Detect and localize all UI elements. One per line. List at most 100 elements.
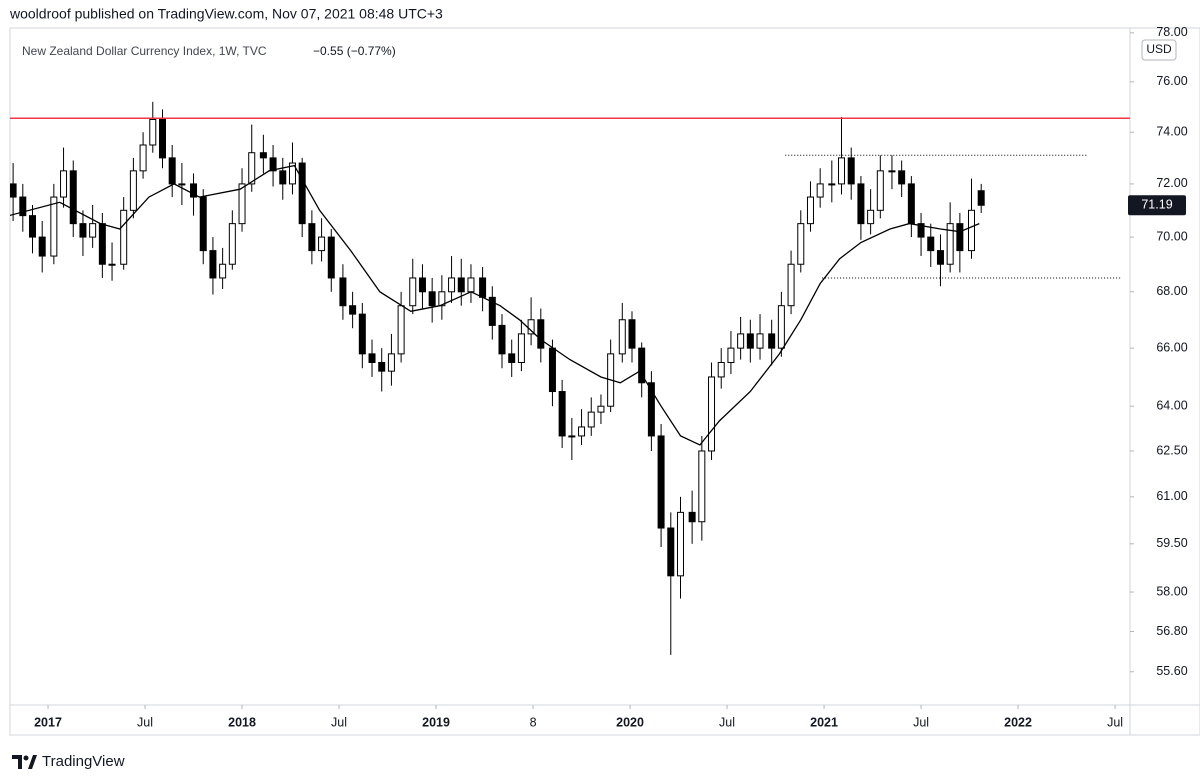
candle-body — [219, 263, 227, 279]
candle-body — [279, 170, 287, 185]
x-tick-label: 2022 — [1004, 715, 1032, 729]
x-tick-label: Jul — [719, 715, 735, 729]
x-tick-label: 2021 — [810, 715, 838, 729]
candle-body — [578, 426, 586, 437]
candle-body — [298, 162, 306, 225]
candle-body — [358, 313, 366, 355]
y-tick-label: 70.00 — [1156, 229, 1187, 243]
y-tick-label: 56.80 — [1156, 624, 1187, 638]
candle-body — [488, 296, 496, 326]
currency-badge[interactable] — [1141, 39, 1177, 61]
candle-body — [428, 291, 436, 307]
candle-body — [69, 170, 77, 225]
candle-body — [158, 118, 166, 159]
candle-body — [927, 236, 935, 252]
candle-body — [676, 511, 684, 577]
candle-body — [89, 223, 97, 238]
candle-body — [628, 319, 636, 349]
candle-body — [190, 183, 198, 198]
candle-body — [308, 223, 316, 252]
candle-body — [558, 391, 566, 437]
candle-body — [467, 277, 475, 293]
x-tick-label: 2017 — [34, 715, 62, 729]
candle-body — [647, 382, 655, 437]
candle-body — [199, 196, 207, 252]
candle-body — [108, 263, 116, 266]
candle-body — [587, 411, 595, 428]
x-tick-label: Jul — [913, 715, 929, 729]
candle-body — [717, 361, 725, 378]
candle-body — [139, 144, 147, 172]
candle-body — [768, 333, 776, 349]
candle-body — [888, 170, 896, 173]
candle-body — [178, 183, 186, 186]
candle-body — [838, 157, 846, 185]
candle-body — [828, 183, 836, 186]
candle-body — [269, 157, 277, 172]
candle-body — [917, 223, 925, 238]
x-tick-label: 2020 — [616, 715, 644, 729]
candle-body — [120, 209, 128, 265]
last-price-box — [1128, 195, 1186, 216]
candle-body — [288, 162, 296, 185]
last-price-label: 71.19 — [1141, 198, 1172, 212]
candle-body — [816, 183, 824, 198]
candle-body — [19, 196, 27, 217]
currency-label[interactable]: USD — [1146, 42, 1172, 56]
candle-body — [956, 223, 964, 252]
candle-body — [876, 170, 884, 211]
candle-body — [339, 277, 347, 307]
candle-body — [397, 305, 405, 355]
legend-title: New Zealand Dollar Currency Index, 1W, T… — [22, 44, 267, 58]
y-tick-label: 61.00 — [1156, 489, 1187, 503]
candle-body — [727, 347, 735, 363]
candle-body — [597, 405, 605, 413]
footer-brand: TradingView — [42, 753, 125, 770]
y-tick-label: 66.00 — [1156, 340, 1187, 354]
candle-body — [737, 333, 745, 349]
candle-body — [907, 183, 915, 225]
y-tick-label: 55.60 — [1156, 664, 1187, 678]
candle-body — [10, 183, 17, 198]
candle-body — [618, 319, 626, 355]
candle-body — [698, 450, 706, 523]
tradingview-logo — [12, 755, 37, 769]
y-tick-label: 76.00 — [1156, 74, 1187, 88]
x-tick-label: 2019 — [422, 715, 450, 729]
x-tick-label: Jul — [331, 715, 347, 729]
y-tick-label: 68.00 — [1156, 284, 1187, 298]
candle-body — [857, 183, 865, 225]
candle-body — [946, 223, 954, 265]
publish-header: wooldroof published on TradingView.com, … — [9, 6, 443, 22]
candle-body — [448, 277, 456, 293]
candle-body — [746, 333, 754, 349]
candle-body — [657, 435, 665, 529]
candle-body — [797, 223, 805, 265]
candle-body — [318, 236, 326, 252]
candle-body — [457, 277, 465, 293]
candle-body — [378, 361, 386, 372]
x-tick-label: Jul — [1107, 715, 1123, 729]
candle-body — [238, 183, 246, 225]
candle-body — [129, 170, 137, 211]
candle-body — [777, 305, 785, 349]
candle-body — [517, 333, 525, 363]
y-tick-label: 62.50 — [1156, 443, 1187, 457]
candle-body — [527, 319, 535, 335]
candle-body — [806, 196, 814, 225]
x-tick-label: 2018 — [228, 715, 256, 729]
candle-body — [479, 277, 487, 298]
y-tick-label: 58.00 — [1156, 584, 1187, 598]
x-tick-label: 8 — [530, 715, 537, 729]
y-tick-label: 78.00 — [1156, 25, 1187, 39]
candle-body — [438, 291, 446, 307]
candle-body — [228, 223, 236, 265]
candle-body — [29, 215, 37, 238]
candle-body — [149, 118, 157, 146]
candle-body — [688, 511, 696, 523]
candle-body — [38, 236, 46, 257]
y-tick-label: 64.00 — [1156, 399, 1187, 413]
candle-body — [898, 170, 906, 185]
candle-body — [977, 190, 985, 206]
